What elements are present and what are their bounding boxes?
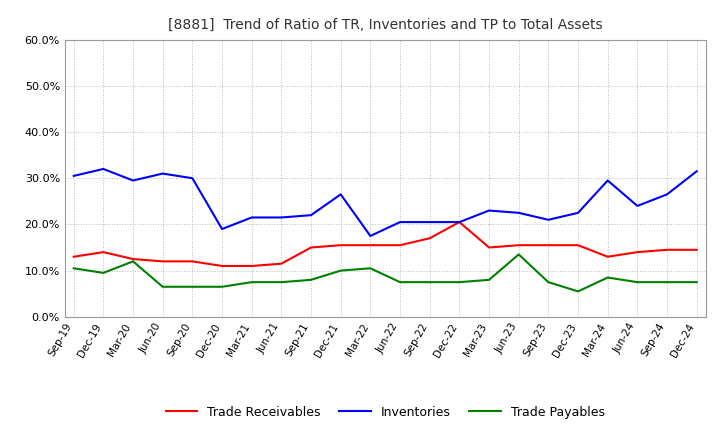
Line: Trade Receivables: Trade Receivables (73, 222, 697, 266)
Trade Payables (158, 284, 167, 290)
Inventories (336, 192, 345, 197)
Inventories (158, 171, 167, 176)
Trade Payables (485, 277, 493, 282)
Inventories (603, 178, 612, 183)
Line: Trade Payables: Trade Payables (73, 254, 697, 291)
Trade Receivables (336, 242, 345, 248)
Inventories (426, 220, 434, 225)
Inventories (544, 217, 553, 222)
Inventories (633, 203, 642, 209)
Trade Receivables (366, 242, 374, 248)
Trade Payables (544, 279, 553, 285)
Inventories (396, 220, 405, 225)
Legend: Trade Receivables, Inventories, Trade Payables: Trade Receivables, Inventories, Trade Pa… (161, 401, 610, 424)
Trade Payables (307, 277, 315, 282)
Trade Payables (248, 279, 256, 285)
Inventories (693, 169, 701, 174)
Trade Payables (366, 266, 374, 271)
Inventories (217, 226, 226, 231)
Trade Receivables (307, 245, 315, 250)
Trade Payables (129, 259, 138, 264)
Inventories (69, 173, 78, 179)
Inventories (366, 233, 374, 238)
Trade Payables (455, 279, 464, 285)
Trade Payables (633, 279, 642, 285)
Inventories (99, 166, 108, 172)
Trade Receivables (426, 235, 434, 241)
Trade Payables (336, 268, 345, 273)
Inventories (485, 208, 493, 213)
Trade Receivables (158, 259, 167, 264)
Trade Payables (99, 270, 108, 275)
Trade Receivables (99, 249, 108, 255)
Inventories (574, 210, 582, 216)
Inventories (455, 220, 464, 225)
Trade Receivables (514, 242, 523, 248)
Inventories (662, 192, 671, 197)
Trade Payables (217, 284, 226, 290)
Inventories (188, 176, 197, 181)
Inventories (307, 213, 315, 218)
Trade Receivables (662, 247, 671, 253)
Trade Payables (693, 279, 701, 285)
Trade Receivables (485, 245, 493, 250)
Trade Receivables (277, 261, 286, 266)
Inventories (248, 215, 256, 220)
Trade Payables (277, 279, 286, 285)
Trade Receivables (544, 242, 553, 248)
Trade Payables (574, 289, 582, 294)
Trade Payables (69, 266, 78, 271)
Trade Receivables (603, 254, 612, 259)
Trade Payables (514, 252, 523, 257)
Trade Payables (603, 275, 612, 280)
Trade Receivables (69, 254, 78, 259)
Trade Receivables (217, 263, 226, 268)
Trade Receivables (188, 259, 197, 264)
Trade Receivables (396, 242, 405, 248)
Title: [8881]  Trend of Ratio of TR, Inventories and TP to Total Assets: [8881] Trend of Ratio of TR, Inventories… (168, 18, 603, 32)
Line: Inventories: Inventories (73, 169, 697, 236)
Trade Payables (188, 284, 197, 290)
Trade Payables (396, 279, 405, 285)
Trade Receivables (633, 249, 642, 255)
Trade Receivables (693, 247, 701, 253)
Trade Receivables (248, 263, 256, 268)
Trade Receivables (129, 257, 138, 262)
Trade Receivables (455, 220, 464, 225)
Inventories (514, 210, 523, 216)
Trade Payables (426, 279, 434, 285)
Inventories (129, 178, 138, 183)
Inventories (277, 215, 286, 220)
Trade Receivables (574, 242, 582, 248)
Trade Payables (662, 279, 671, 285)
